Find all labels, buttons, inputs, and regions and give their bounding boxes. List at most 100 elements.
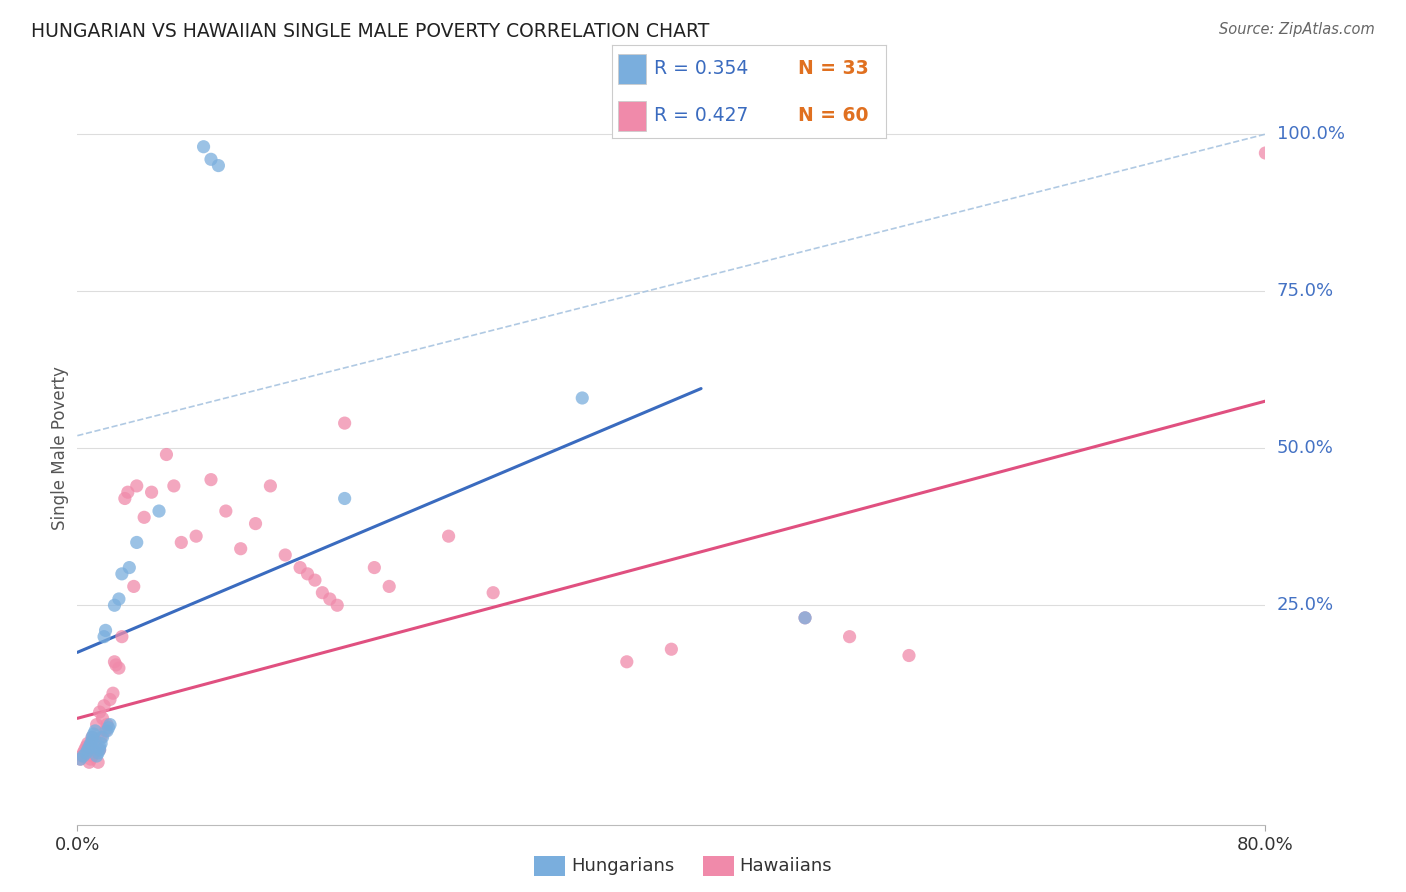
Point (661, 642, 683, 657)
FancyBboxPatch shape (619, 54, 645, 84)
Point (77, 739, 100, 754)
Point (898, 648, 921, 663)
Point (319, 592, 342, 607)
Point (104, 657, 127, 672)
Point (69, 752, 91, 766)
Point (193, 139, 215, 153)
FancyBboxPatch shape (619, 101, 645, 131)
Text: HUNGARIAN VS HAWAIIAN SINGLE MALE POVERTY CORRELATION CHART: HUNGARIAN VS HAWAIIAN SINGLE MALE POVERT… (31, 22, 709, 41)
Point (75, 739, 97, 754)
Point (97, 721, 120, 735)
Text: Hungarians: Hungarians (571, 857, 673, 875)
Point (80, 736, 103, 750)
Point (125, 535, 148, 549)
Point (93, 698, 115, 713)
Point (794, 611, 817, 625)
Point (274, 548, 297, 562)
Point (83, 727, 105, 741)
Point (87, 746, 110, 760)
Point (245, 516, 267, 531)
Point (90, 736, 112, 750)
Point (86, 749, 108, 764)
Point (288, 560, 311, 574)
Text: 25.0%: 25.0% (1277, 596, 1334, 615)
Point (101, 686, 124, 700)
Point (94, 723, 117, 738)
Point (108, 592, 131, 607)
Point (91, 711, 114, 725)
Point (215, 504, 238, 518)
Point (98, 717, 121, 731)
Point (75, 746, 97, 760)
Point (93, 630, 115, 644)
Point (98, 692, 121, 706)
Point (125, 479, 148, 493)
Point (89, 742, 111, 756)
Point (186, 529, 208, 543)
Point (437, 529, 460, 543)
Text: Hawaiians: Hawaiians (740, 857, 832, 875)
Point (76, 742, 98, 756)
Point (304, 573, 326, 587)
Point (108, 661, 131, 675)
Text: R = 0.427: R = 0.427 (654, 106, 748, 125)
Point (616, 655, 638, 669)
Point (482, 585, 505, 599)
Point (84, 733, 107, 747)
Text: N = 33: N = 33 (799, 59, 869, 78)
Point (118, 560, 141, 574)
Point (82, 749, 104, 764)
Point (111, 630, 134, 644)
Text: Source: ZipAtlas.com: Source: ZipAtlas.com (1219, 22, 1375, 37)
Point (82, 733, 104, 747)
Point (94, 624, 117, 638)
Point (91, 730, 114, 744)
Point (163, 479, 186, 493)
Point (794, 611, 817, 625)
Point (86, 717, 108, 731)
Point (73, 742, 96, 756)
Point (70, 749, 93, 764)
Point (82, 730, 104, 744)
Point (90, 730, 112, 744)
Point (84, 723, 107, 738)
Point (229, 541, 252, 556)
Text: R = 0.354: R = 0.354 (654, 59, 748, 78)
Point (80, 752, 103, 766)
Point (155, 448, 177, 462)
Text: 50.0%: 50.0% (1277, 439, 1333, 458)
Point (87, 756, 110, 770)
Text: N = 60: N = 60 (799, 106, 869, 125)
Point (297, 566, 319, 581)
Point (200, 473, 222, 487)
Point (114, 491, 136, 506)
Point (83, 746, 105, 760)
Text: 75.0%: 75.0% (1277, 282, 1334, 301)
Point (76, 736, 98, 750)
Point (363, 560, 385, 574)
Point (122, 579, 145, 593)
Point (82, 730, 104, 744)
Point (141, 485, 163, 500)
Point (571, 391, 593, 405)
Point (89, 705, 111, 719)
Point (148, 504, 170, 518)
Point (311, 585, 333, 599)
Point (838, 630, 860, 644)
Point (117, 485, 139, 500)
Point (72, 746, 94, 760)
Point (333, 416, 356, 430)
Point (89, 739, 111, 754)
Point (207, 159, 229, 173)
Text: 100.0%: 100.0% (1277, 125, 1344, 144)
Point (259, 479, 281, 493)
Point (77, 756, 100, 770)
Point (96, 723, 118, 738)
Point (134, 510, 156, 524)
Point (1254, 146, 1277, 161)
Point (200, 153, 222, 167)
Point (72, 749, 94, 764)
Point (89, 742, 111, 756)
Point (378, 579, 401, 593)
Point (333, 491, 356, 506)
